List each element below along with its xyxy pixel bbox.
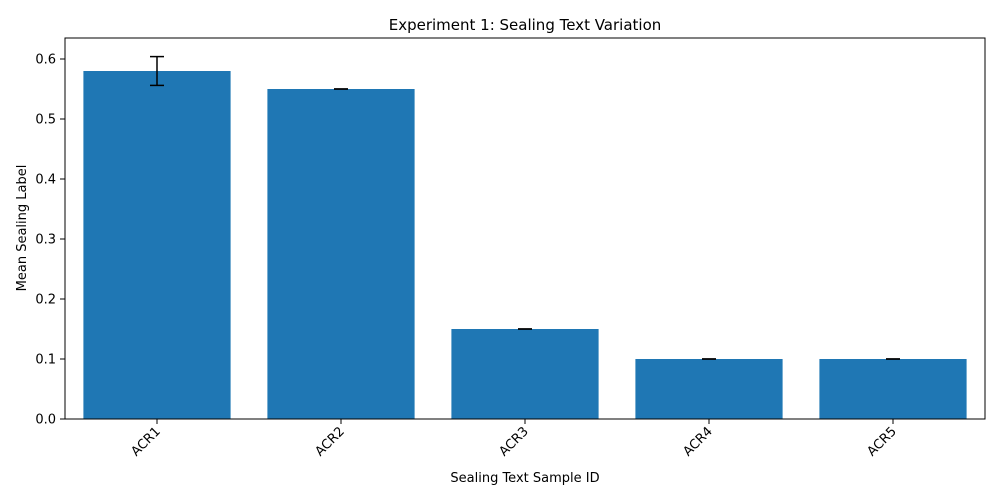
error-bars-group: [150, 55, 900, 360]
bar-acr2: [267, 89, 415, 419]
bars-group: [83, 71, 967, 419]
bar-acr5: [819, 359, 967, 419]
x-axis: ACR1 ACR2 ACR3 ACR4 ACR5: [128, 419, 900, 460]
y-tick-label-2: 0.2: [35, 293, 56, 308]
x-tick-label-acr4: ACR4: [680, 424, 715, 459]
y-tick-label-5: 0.5: [35, 113, 56, 128]
y-tick-label-0: 0.0: [35, 413, 56, 428]
x-tick-label-acr5: ACR5: [864, 424, 899, 459]
bar-acr1: [83, 71, 231, 419]
chart-title: Experiment 1: Sealing Text Variation: [389, 16, 662, 34]
error-bar-acr1: [150, 55, 164, 87]
y-axis-label: Mean Sealing Label: [15, 165, 30, 292]
x-tick-label-acr1: ACR1: [128, 424, 163, 459]
y-axis: 0.0 0.1 0.2 0.3 0.4 0.5 0.6: [35, 53, 65, 428]
y-tick-label-3: 0.3: [35, 233, 56, 248]
x-axis-label: Sealing Text Sample ID: [450, 471, 599, 486]
y-tick-label-4: 0.4: [35, 173, 56, 188]
y-tick-label-1: 0.1: [35, 353, 56, 368]
bar-acr4: [635, 359, 783, 419]
x-tick-label-acr3: ACR3: [496, 424, 531, 459]
y-tick-label-6: 0.6: [35, 53, 56, 68]
bar-acr3: [451, 329, 599, 419]
x-tick-label-acr2: ACR2: [312, 424, 347, 459]
